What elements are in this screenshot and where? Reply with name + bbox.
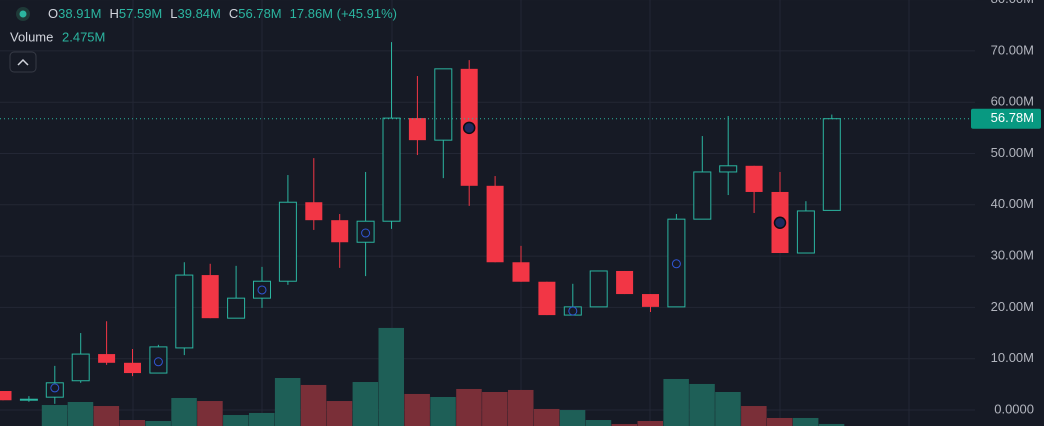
candle-body <box>278 201 297 282</box>
volume-bar <box>326 401 353 426</box>
price-tag <box>971 108 1041 129</box>
volume-bar <box>715 392 741 426</box>
candle-body <box>227 297 246 319</box>
status-dot <box>19 10 27 18</box>
volume-value: 2.475M <box>62 29 105 44</box>
ohlc-key: O <box>48 6 58 21</box>
volume-bar <box>352 382 379 426</box>
volume-bar <box>145 421 171 426</box>
y-tick-label: 50.00M <box>991 145 1034 160</box>
volume-bar <box>67 401 94 426</box>
volume-bar <box>533 408 560 426</box>
volume-bar <box>197 401 223 426</box>
volume-bar <box>741 406 767 426</box>
volume-bar <box>663 378 689 426</box>
volume-bar <box>585 420 612 426</box>
candle-body <box>589 270 608 308</box>
candle-body <box>98 354 116 363</box>
candle-body <box>149 346 168 374</box>
event-marker <box>773 216 787 229</box>
candle-body <box>642 294 659 307</box>
event-marker <box>257 285 267 295</box>
candle-body <box>408 118 426 141</box>
volume-bar <box>249 412 275 426</box>
candle-body <box>563 306 582 316</box>
candle-body <box>822 118 841 211</box>
candle-body <box>45 382 64 398</box>
volume-bar <box>792 417 819 426</box>
y-tick-label: 70.00M <box>991 42 1034 57</box>
candle-body <box>201 275 219 319</box>
chevron-icon <box>17 58 29 66</box>
volume-bar <box>41 405 68 426</box>
candle-body <box>124 362 141 374</box>
candle-body <box>305 202 323 221</box>
candle-body <box>616 270 634 295</box>
price-tag-label: 56.78M <box>991 110 1034 125</box>
y-tick-label: 60.00M <box>991 94 1034 109</box>
y-tick-label: 30.00M <box>991 248 1034 263</box>
event-marker <box>50 383 60 393</box>
volume-bar <box>611 424 638 426</box>
ohlc-key: L <box>170 6 177 21</box>
candle-body <box>253 280 271 299</box>
candle-body <box>434 68 453 141</box>
candle-body <box>331 220 349 243</box>
volume-bar <box>93 406 120 426</box>
ohlc-value: 39.84M <box>178 6 221 21</box>
y-tick-label: 0.0000 <box>994 401 1034 416</box>
event-marker <box>153 357 163 367</box>
volume-bar <box>404 393 430 426</box>
candle-body <box>0 391 12 401</box>
ohlc-change: 17.86M (+45.91%) <box>290 6 397 21</box>
volume-bar <box>482 392 508 426</box>
collapse-button[interactable] <box>9 51 37 73</box>
candle-body <box>512 262 530 282</box>
event-marker <box>361 228 371 238</box>
volume-bar <box>456 388 482 426</box>
volume-bar <box>300 384 327 426</box>
volume-bar <box>689 383 715 426</box>
ohlc-key: C <box>229 6 238 21</box>
ohlc-value: 57.59M <box>119 6 162 21</box>
y-tick-label: 40.00M <box>991 196 1034 211</box>
candle-body <box>382 117 401 222</box>
volume-bar <box>378 327 404 426</box>
volume-bar <box>223 415 249 426</box>
volume-bar <box>818 423 845 426</box>
ohlc-value: 38.91M <box>58 6 101 21</box>
candle-body <box>693 171 712 220</box>
volume-bar <box>508 389 534 426</box>
y-tick-label: 80.00M <box>991 0 1034 6</box>
y-tick-label: 20.00M <box>991 299 1034 314</box>
event-marker <box>671 259 681 269</box>
candle-body <box>356 220 375 243</box>
ohlc-key: H <box>110 6 119 21</box>
candle-body <box>745 165 763 192</box>
ohlc-header: O38.91M H57.59M L39.84M C56.78M 17.86M (+45.… <box>48 6 397 21</box>
volume-bar <box>430 396 456 426</box>
volume-bar <box>274 377 301 426</box>
candle-body <box>175 274 194 349</box>
event-marker <box>462 121 476 135</box>
volume-name: Volume <box>10 29 53 44</box>
volume-bar <box>559 410 586 426</box>
volume-bar <box>767 417 793 426</box>
candle-body <box>538 281 556 316</box>
volume-bar <box>637 421 663 426</box>
candle-body <box>19 398 38 401</box>
volume-bar <box>171 397 197 426</box>
candle-body <box>71 353 90 382</box>
event-marker <box>568 306 578 316</box>
y-tick-label: 10.00M <box>991 350 1034 365</box>
candle-body <box>667 218 686 308</box>
candle-body <box>719 165 738 173</box>
ohlc-value: 56.78M <box>238 6 281 21</box>
volume-bar <box>119 420 145 426</box>
candle-body <box>796 210 815 254</box>
candle-body <box>486 185 504 263</box>
